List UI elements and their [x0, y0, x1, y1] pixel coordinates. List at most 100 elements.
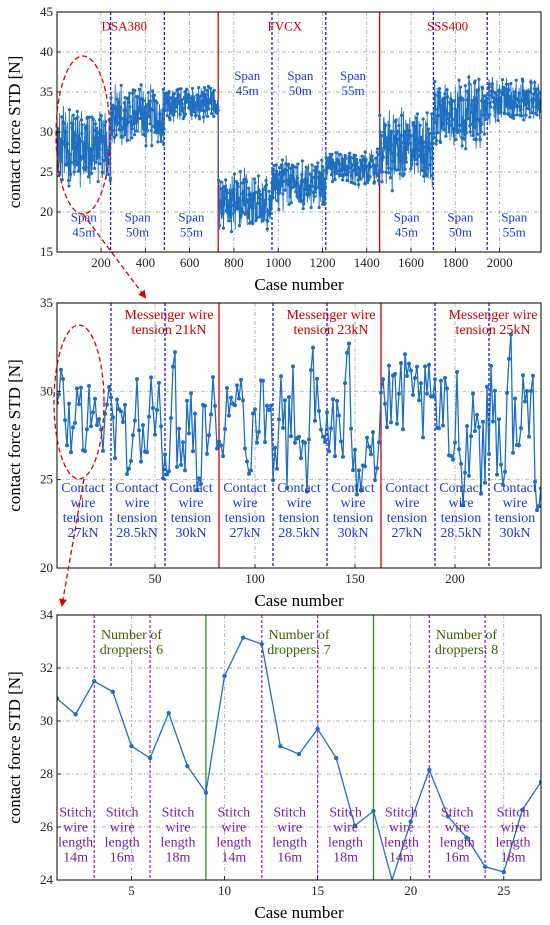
data-point [419, 381, 423, 386]
annotation-label: Span 50m [447, 210, 474, 240]
x-tick-label: 800 [224, 255, 244, 270]
data-point [172, 113, 176, 117]
data-point [287, 183, 292, 188]
data-point [247, 186, 251, 190]
data-point [110, 689, 116, 695]
data-point [463, 84, 467, 88]
data-point [199, 481, 203, 486]
data-point [506, 112, 510, 116]
data-point [193, 411, 197, 416]
data-point [509, 81, 513, 86]
data-point [101, 140, 105, 144]
data-point [365, 435, 369, 440]
data-point [149, 128, 153, 133]
data-point [410, 155, 415, 159]
data-point [538, 98, 541, 102]
annotation-label: Number of droppers: 7 [267, 628, 330, 658]
data-point [421, 435, 425, 440]
data-point [497, 88, 501, 92]
data-point [406, 137, 411, 141]
data-point [213, 99, 217, 104]
data-point [448, 101, 452, 106]
data-point [538, 779, 541, 785]
data-point [224, 208, 229, 212]
data-point [95, 129, 99, 133]
data-point [166, 108, 170, 112]
data-point [415, 364, 419, 369]
data-point [123, 402, 127, 407]
data-point [195, 487, 199, 492]
y-axis-label: contact force STD [N] [5, 359, 24, 511]
data-point [95, 423, 99, 428]
data-point [289, 434, 293, 439]
data-point [487, 452, 491, 457]
data-point [69, 160, 73, 164]
data-point [89, 424, 93, 429]
data-point [205, 88, 209, 92]
data-point [471, 133, 475, 137]
data-point [426, 127, 431, 131]
data-point [529, 81, 533, 85]
data-point [373, 478, 377, 483]
data-point [129, 458, 133, 463]
data-point [471, 391, 475, 396]
data-point [62, 142, 66, 147]
data-point [217, 210, 221, 215]
y-tick-label: 25 [40, 164, 53, 179]
data-point [364, 158, 368, 162]
data-point [221, 454, 225, 459]
data-point [371, 808, 376, 814]
data-point [390, 167, 394, 171]
data-point [214, 111, 219, 115]
data-point [439, 378, 443, 383]
annotation-label: Messenger wire tension 21kN [124, 308, 213, 338]
data-point [63, 145, 68, 149]
data-point [165, 472, 169, 477]
data-point [274, 183, 278, 187]
data-point [318, 178, 322, 182]
data-point [407, 128, 412, 132]
data-point [277, 191, 281, 195]
data-point [77, 136, 82, 141]
data-point [183, 112, 188, 116]
data-point [511, 103, 515, 107]
data-point [461, 98, 465, 102]
data-point [389, 151, 393, 155]
data-point [261, 378, 265, 383]
data-point [252, 198, 256, 202]
data-point [381, 377, 385, 382]
y-tick-label: 25 [40, 472, 53, 487]
data-point [420, 135, 424, 139]
data-point [370, 154, 374, 158]
data-point [488, 101, 492, 105]
data-point [295, 176, 300, 180]
data-point [309, 188, 313, 192]
data-point [190, 86, 195, 91]
data-point [143, 114, 147, 118]
data-point [205, 451, 209, 456]
data-point [265, 227, 269, 231]
data-point [281, 179, 285, 183]
data-point [124, 108, 128, 112]
data-point [213, 403, 217, 408]
data-point [263, 209, 267, 214]
data-point [179, 462, 183, 467]
data-point [67, 184, 71, 188]
data-point [180, 101, 184, 105]
data-point [88, 154, 92, 158]
data-point [172, 91, 176, 96]
data-point [371, 158, 375, 162]
data-point [181, 109, 185, 113]
data-point [240, 192, 245, 196]
data-point [500, 77, 505, 82]
data-point [168, 117, 172, 122]
data-point [267, 189, 271, 193]
y-tick-label: 40 [40, 44, 53, 59]
data-point [524, 113, 528, 117]
data-point [464, 835, 469, 840]
data-point [195, 100, 199, 105]
data-point [319, 427, 323, 432]
data-point [507, 88, 511, 92]
data-point [432, 131, 436, 136]
data-point [379, 390, 383, 395]
